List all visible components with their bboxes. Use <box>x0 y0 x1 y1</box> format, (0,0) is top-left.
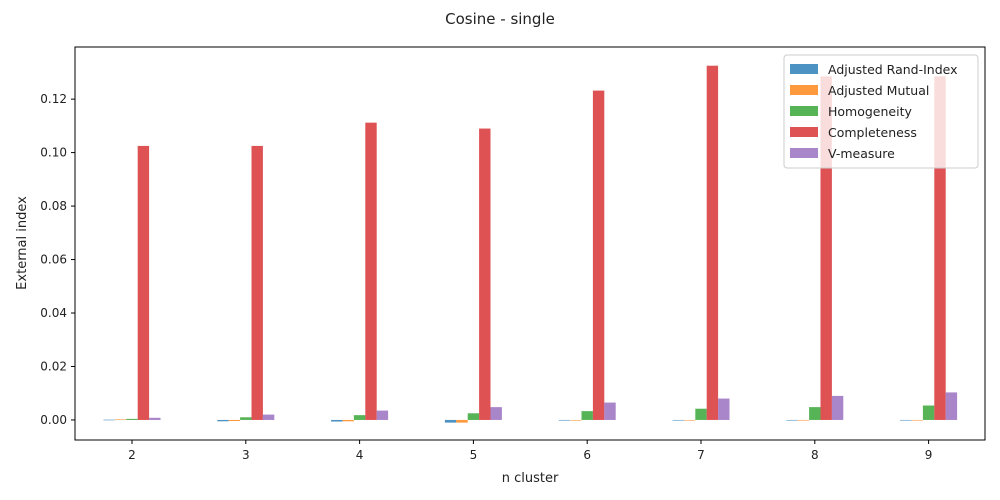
x-tick-label: 7 <box>697 448 705 462</box>
bar-adjusted-rand-index-7 <box>672 419 684 421</box>
bars-group <box>103 65 958 423</box>
legend-label: Completeness <box>828 125 917 140</box>
x-tick-label: 2 <box>128 448 136 462</box>
x-axis-label: n cluster <box>502 471 559 486</box>
x-tick-label: 6 <box>583 448 591 462</box>
bar-adjusted-mutual-9 <box>911 419 923 421</box>
y-tick-label: 0.06 <box>40 253 67 267</box>
bar-completeness-2 <box>137 145 150 420</box>
bar-adjusted-rand-index-6 <box>558 419 571 421</box>
bar-adjusted-rand-index-2 <box>103 419 115 421</box>
bar-adjusted-mutual-4 <box>342 419 354 422</box>
bar-completeness-8 <box>820 76 832 420</box>
legend: Adjusted Rand-Index Adjusted Mutual Homoge… <box>783 54 979 169</box>
bar-adjusted-mutual-8 <box>797 419 810 421</box>
bar-completeness-6 <box>592 90 605 420</box>
bar-adjusted-rand-index-4 <box>331 419 343 422</box>
legend-swatch <box>790 127 818 137</box>
y-tick-label: 0.12 <box>40 92 67 106</box>
y-axis: 0.00 0.02 0.04 0.06 0.08 0.10 0.12 <box>40 92 75 427</box>
bar-adjusted-rand-index-8 <box>786 419 798 421</box>
y-axis-label: External index <box>15 196 30 290</box>
bar-v-measure-6 <box>604 402 616 420</box>
legend-swatch <box>790 106 818 116</box>
plot-frame <box>74 46 986 441</box>
bar-v-measure-4 <box>376 410 389 420</box>
bar-adjusted-mutual-7 <box>683 419 696 421</box>
bar-v-measure-7 <box>718 398 730 420</box>
legend-label: Homogeneity <box>828 104 912 119</box>
y-tick-label: 0.04 <box>40 306 67 320</box>
bar-adjusted-mutual-5 <box>456 419 468 423</box>
bar-homogeneity-3 <box>240 417 252 420</box>
x-tick-label: 3 <box>242 448 250 462</box>
legend-box <box>783 54 979 169</box>
bar-homogeneity-2 <box>126 418 138 420</box>
bar-adjusted-mutual-6 <box>570 419 582 421</box>
bar-completeness-5 <box>479 128 491 420</box>
x-tick-label: 9 <box>925 448 933 462</box>
x-tick-label: 5 <box>470 448 478 462</box>
legend-swatch <box>790 85 818 95</box>
bar-adjusted-rand-index-9 <box>900 419 912 421</box>
bar-homogeneity-4 <box>353 415 366 420</box>
bar-completeness-3 <box>251 145 263 420</box>
bar-homogeneity-9 <box>922 405 935 420</box>
chart-title: Cosine - single <box>445 10 555 28</box>
bar-homogeneity-8 <box>809 407 821 420</box>
bar-completeness-7 <box>706 65 719 420</box>
x-tick-label: 4 <box>356 448 364 462</box>
legend-swatch <box>790 148 818 158</box>
bar-adjusted-rand-index-5 <box>444 419 457 423</box>
bar-adjusted-rand-index-3 <box>217 419 229 422</box>
x-axis: 2 3 4 5 6 7 8 9 <box>128 440 932 462</box>
y-tick-label: 0.10 <box>40 146 67 160</box>
bar-completeness-9 <box>934 76 946 420</box>
x-tick-label: 8 <box>811 448 819 462</box>
legend-label: Adjusted Rand-Index <box>828 62 958 77</box>
y-tick-label: 0.08 <box>40 199 67 213</box>
bar-v-measure-2 <box>149 417 161 420</box>
bar-v-measure-3 <box>262 414 275 420</box>
legend-label: V-measure <box>828 146 895 161</box>
bar-homogeneity-7 <box>695 408 707 420</box>
y-tick-label: 0.02 <box>40 359 67 373</box>
bar-homogeneity-6 <box>581 411 593 420</box>
bar-completeness-4 <box>365 122 377 420</box>
bar-v-measure-8 <box>831 395 844 420</box>
legend-label: Adjusted Mutual <box>828 83 929 98</box>
bar-adjusted-mutual-2 <box>114 419 127 421</box>
bar-adjusted-mutual-3 <box>228 419 241 422</box>
bar-v-measure-5 <box>490 407 502 420</box>
bar-homogeneity-5 <box>467 413 480 420</box>
y-tick-label: 0.00 <box>40 413 67 427</box>
bar-v-measure-9 <box>945 392 958 420</box>
legend-swatch <box>790 64 818 74</box>
